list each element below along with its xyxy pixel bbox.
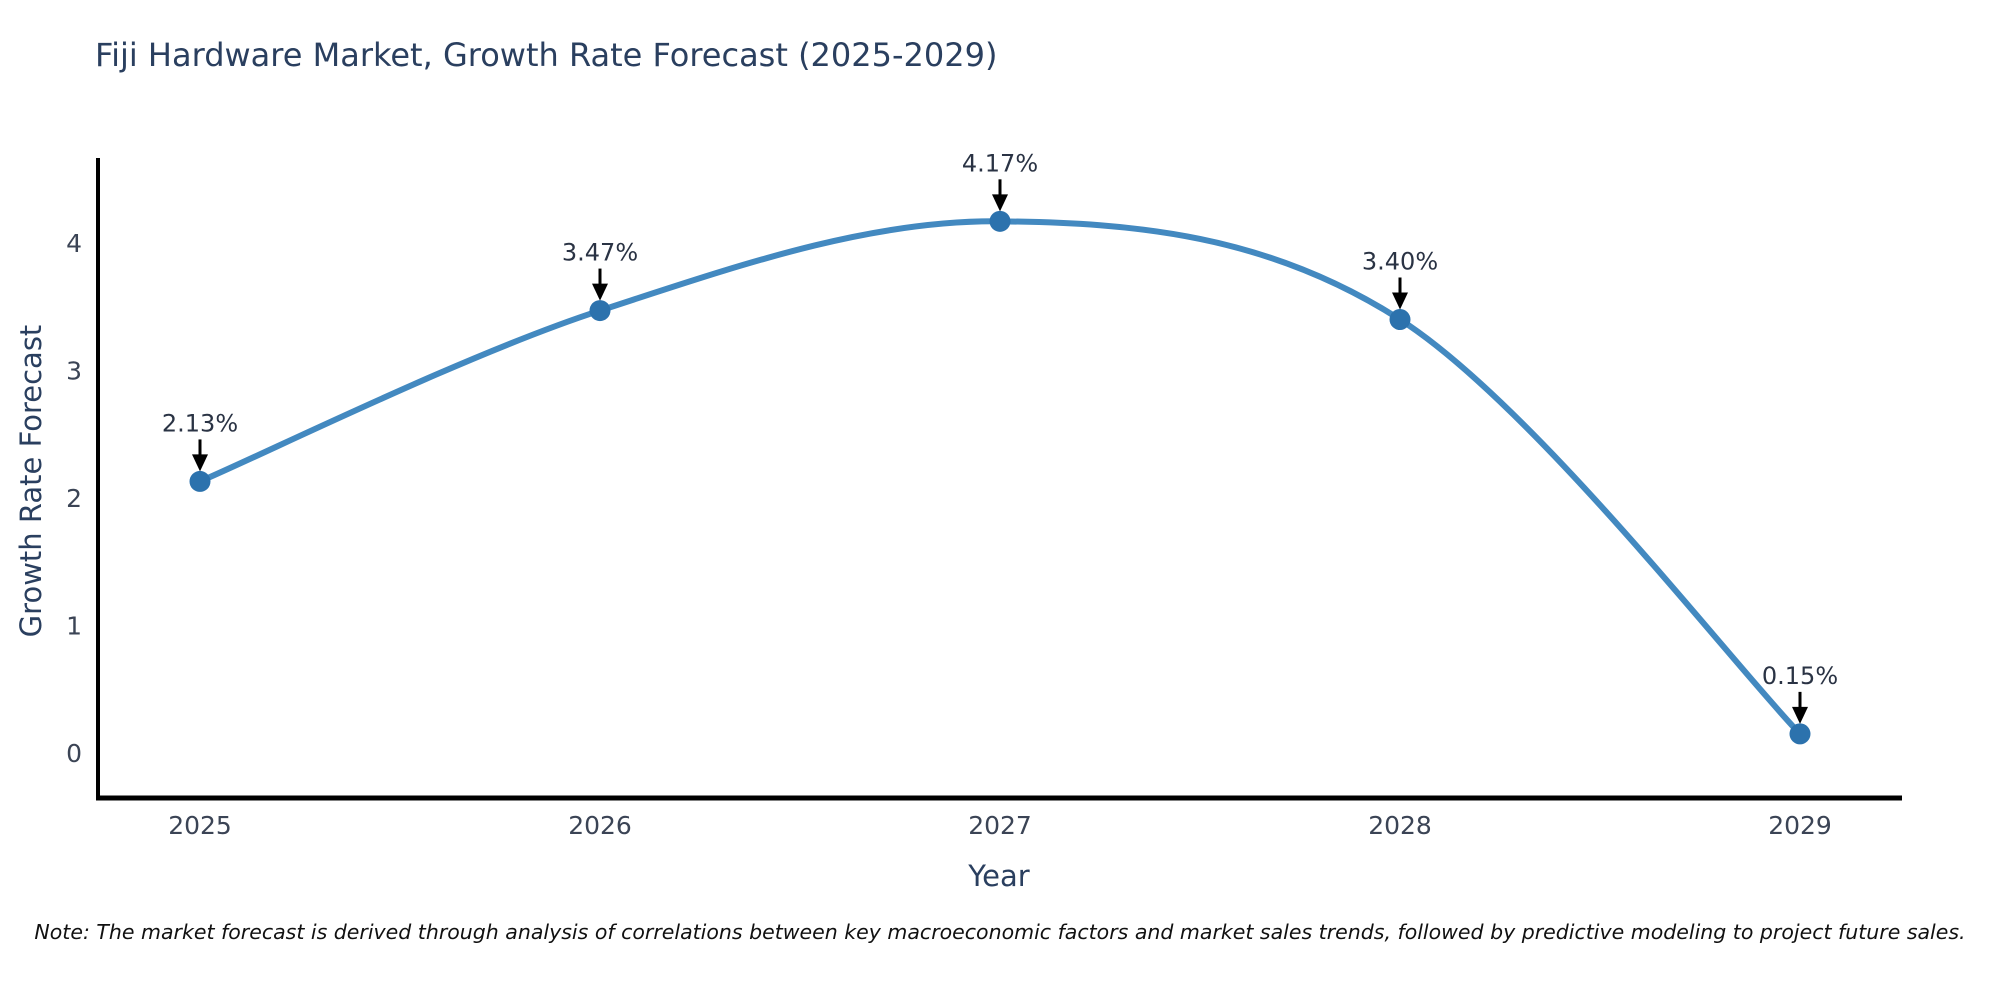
annotation-arrow-head [592, 283, 608, 301]
x-tick-label: 2029 [1768, 811, 1832, 840]
footnote: Note: The market forecast is derived thr… [34, 920, 1966, 944]
data-point-marker [1789, 723, 1811, 745]
data-point-marker [189, 470, 211, 492]
y-tick-label: 4 [66, 229, 82, 258]
annotation-label: 4.17% [962, 149, 1038, 177]
y-tick-label: 2 [66, 484, 82, 513]
y-tick-label: 3 [66, 357, 82, 386]
annotation-label: 2.13% [162, 409, 238, 437]
x-tick-label: 2028 [1368, 811, 1432, 840]
x-tick-label: 2025 [168, 811, 232, 840]
data-point-marker [1389, 309, 1411, 330]
y-tick-label: 1 [66, 612, 82, 641]
annotation-label: 3.47% [562, 239, 638, 267]
annotation-arrow-head [192, 454, 208, 472]
data-point-marker [589, 300, 611, 322]
chart-title: Fiji Hardware Market, Growth Rate Foreca… [95, 36, 998, 74]
forecast-line [197, 218, 1803, 737]
annotation-label: 3.40% [1362, 248, 1438, 276]
y-tick-label: 0 [66, 739, 82, 768]
data-point-marker [989, 210, 1011, 232]
annotation-arrow-head [1792, 706, 1808, 724]
y-axis-title: Growth Rate Forecast [14, 324, 48, 638]
x-axis-title: Year [968, 859, 1030, 893]
annotation-arrow-head [1392, 292, 1408, 310]
annotation-arrow-head [992, 194, 1008, 212]
annotation-label: 0.15% [1762, 662, 1838, 690]
x-tick-label: 2026 [568, 811, 632, 840]
x-tick-label: 2027 [968, 811, 1032, 840]
